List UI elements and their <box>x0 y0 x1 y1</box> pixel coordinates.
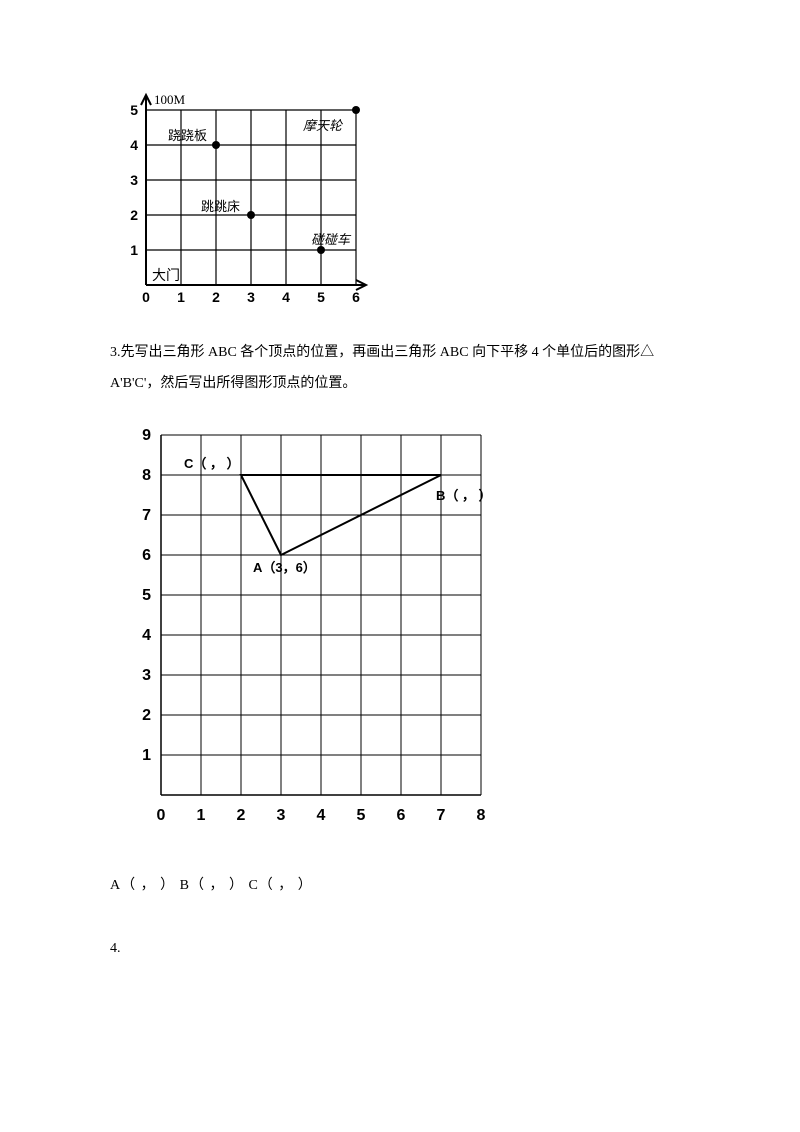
y-tick: 2 <box>142 707 151 724</box>
y-tick: 9 <box>142 427 151 444</box>
label-trampoline: 跳跳床 <box>201 199 240 214</box>
question-3: 3.先写出三角形 ABC 各个顶点的位置，再画出三角形 ABC 向下平移 4 个… <box>110 338 690 400</box>
x-tick: 8 <box>477 807 486 824</box>
figure1-svg: 0 1 2 3 4 5 6 1 2 3 4 5 100M 大门 跷跷板 跳跳床 <box>106 90 406 320</box>
y-tick: 5 <box>142 587 151 604</box>
x-tick: 1 <box>197 807 206 824</box>
x-tick: 7 <box>437 807 446 824</box>
point-bumper <box>317 246 325 254</box>
x-tick: 2 <box>212 289 220 305</box>
y-tick: 8 <box>142 467 151 484</box>
origin-label: 大门 <box>152 268 180 284</box>
q3-answer-blanks: A（ ， ） B（ ， ） C（ ， ） <box>110 874 690 894</box>
x-tick: 1 <box>177 289 185 305</box>
x-tick: 6 <box>397 807 406 824</box>
x-tick: 6 <box>352 289 360 305</box>
x-tick: 3 <box>277 807 286 824</box>
label-seesaw: 跷跷板 <box>168 128 207 143</box>
y-tick: 7 <box>142 507 151 524</box>
label-ferris: 摩天轮 <box>303 118 344 133</box>
x-tick: 4 <box>282 289 290 305</box>
y-tick: 4 <box>130 137 138 153</box>
y-tick: 4 <box>142 627 151 644</box>
x-tick: 2 <box>237 807 246 824</box>
triangle-grid-figure: 1 2 3 4 5 6 7 8 9 0 1 2 3 4 5 6 7 8 A（3，… <box>106 410 690 840</box>
x-tick: 4 <box>317 807 326 824</box>
y-tick: 1 <box>130 242 138 258</box>
y-tick: 2 <box>130 207 138 223</box>
y-tick: 1 <box>142 747 151 764</box>
question-4: 4. <box>110 934 690 965</box>
vertex-c-label: C（ ， ） <box>184 456 240 471</box>
point-seesaw <box>212 141 220 149</box>
x-tick: 3 <box>247 289 255 305</box>
label-bumper: 碰碰车 <box>311 232 352 247</box>
y-tick: 5 <box>130 102 138 118</box>
x-tick: 0 <box>142 289 150 305</box>
figure2-svg: 1 2 3 4 5 6 7 8 9 0 1 2 3 4 5 6 7 8 A（3，… <box>106 410 526 840</box>
q3-line1: 3.先写出三角形 ABC 各个顶点的位置，再画出三角形 ABC 向下平移 4 个… <box>110 338 690 369</box>
point-ferris <box>352 106 360 114</box>
q3-line2: A'B'C'，然后写出所得图形顶点的位置。 <box>110 369 690 400</box>
x-tick: 5 <box>357 807 366 824</box>
point-trampoline <box>247 211 255 219</box>
y-tick: 3 <box>142 667 151 684</box>
unit-label: 100M <box>154 92 186 107</box>
vertex-a-label: A（3，6） <box>253 560 316 575</box>
vertex-b-label: B（ ， ） <box>436 488 492 503</box>
y-tick: 6 <box>142 547 151 564</box>
x-tick: 5 <box>317 289 325 305</box>
playground-grid-figure: 0 1 2 3 4 5 6 1 2 3 4 5 100M 大门 跷跷板 跳跳床 <box>106 90 690 320</box>
y-tick: 3 <box>130 172 138 188</box>
x-tick: 0 <box>157 807 166 824</box>
